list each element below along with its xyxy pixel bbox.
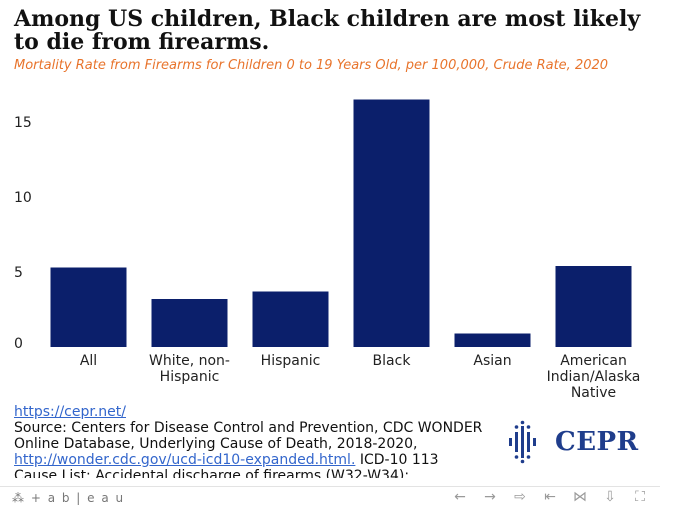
x-tick-label-4: Asian xyxy=(473,353,511,369)
bar-4[interactable] xyxy=(454,333,531,348)
bar-2[interactable] xyxy=(252,291,329,348)
x-tick-label-2: Hispanic xyxy=(261,353,321,369)
bar-0[interactable] xyxy=(50,267,127,348)
cepr-logo-mark-icon xyxy=(509,420,536,464)
bar-chart: 0 5 10 15 All White, non-Hispanic Hispanic Bla… xyxy=(14,99,641,400)
bar-5[interactable] xyxy=(555,266,632,347)
cepr-logo: CEPR xyxy=(505,420,655,464)
undo-icon[interactable]: ← xyxy=(454,489,466,505)
tableau-logo[interactable]: ⁂ + a b | e a u xyxy=(12,491,125,505)
bar-3[interactable] xyxy=(353,99,430,348)
y-tick-label-3: 15 xyxy=(14,115,32,131)
y-axis: 0 5 10 15 xyxy=(14,115,32,352)
source-text: Source: Centers for Disease Control and … xyxy=(14,420,483,452)
chart-subtitle-wrap: Mortality Rate from Firearms for Childre… xyxy=(14,58,664,86)
x-tick-label-5: American Indian/Alaska Native xyxy=(547,353,641,400)
y-tick-label-0: 0 xyxy=(14,336,23,352)
x-tick-label-1: White, non-Hispanic xyxy=(149,353,230,385)
tableau-toolbar: ⁂ + a b | e a u ← → ⇨ ⇤ ⋈ ⇩ ⛶ xyxy=(0,486,660,511)
chart-title: Among US children, Black children are mo… xyxy=(14,6,641,55)
redo-icon[interactable]: → xyxy=(484,489,496,505)
download-icon[interactable]: ⇩ xyxy=(604,489,616,505)
bars xyxy=(50,99,632,348)
cdc-wonder-link[interactable]: http://wonder.cdc.gov/ucd-icd10-expanded… xyxy=(14,452,356,468)
cepr-link[interactable]: https://cepr.net/ xyxy=(14,404,126,420)
share-icon[interactable]: ⋈ xyxy=(573,489,587,505)
y-tick-label-2: 10 xyxy=(14,190,32,206)
reset-icon[interactable]: ⇤ xyxy=(544,489,556,505)
tableau-brand-text: + a b | e a u xyxy=(30,491,125,505)
fullscreen-icon[interactable]: ⛶ xyxy=(635,489,645,505)
y-tick-label-1: 5 xyxy=(14,265,23,281)
x-tick-label-3: Black xyxy=(373,353,412,369)
bar-1[interactable] xyxy=(151,299,228,347)
revert-icon[interactable]: ⇨ xyxy=(514,489,526,505)
toolbar-icons: ← → ⇨ ⇤ ⋈ ⇩ ⛶ xyxy=(452,489,648,505)
x-axis: All White, non-Hispanic Hispanic Black Asian… xyxy=(80,353,641,400)
source-text-cont: ICD-10 113 Cause List: Accidental discha… xyxy=(14,452,439,478)
x-tick-label-0: All xyxy=(80,353,97,369)
cepr-logo-text: CEPR xyxy=(555,427,639,457)
footer: https://cepr.net/ Source: Centers for Di… xyxy=(14,404,484,478)
chart-subtitle: Mortality Rate from Firearms for Childre… xyxy=(14,58,609,73)
